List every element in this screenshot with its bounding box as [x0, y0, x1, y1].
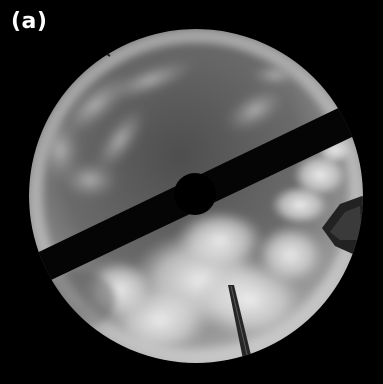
- panel-label: (a): [11, 9, 48, 34]
- cirrus-clouds: [38, 58, 300, 200]
- right-clouds: [270, 136, 353, 225]
- occulting-disk: [174, 173, 216, 215]
